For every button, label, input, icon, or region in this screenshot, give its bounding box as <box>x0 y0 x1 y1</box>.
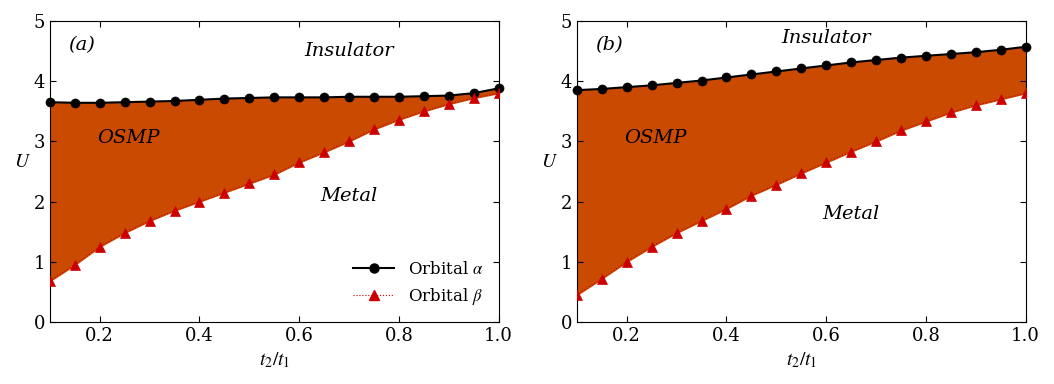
Text: OSMP: OSMP <box>97 129 160 147</box>
Y-axis label: $U$: $U$ <box>541 154 558 171</box>
Legend: Orbital $\alpha$, Orbital $\beta$: Orbital $\alpha$, Orbital $\beta$ <box>346 254 490 314</box>
Text: Insulator: Insulator <box>305 42 394 60</box>
X-axis label: $t_2/t_1$: $t_2/t_1$ <box>258 351 290 370</box>
Y-axis label: $U$: $U$ <box>14 154 31 171</box>
Text: (a): (a) <box>67 36 95 54</box>
Text: (b): (b) <box>594 36 623 54</box>
Text: Metal: Metal <box>320 187 377 205</box>
Text: OSMP: OSMP <box>624 129 687 147</box>
Text: Insulator: Insulator <box>781 29 871 47</box>
Text: Metal: Metal <box>822 205 880 223</box>
X-axis label: $t_2/t_1$: $t_2/t_1$ <box>785 351 817 370</box>
